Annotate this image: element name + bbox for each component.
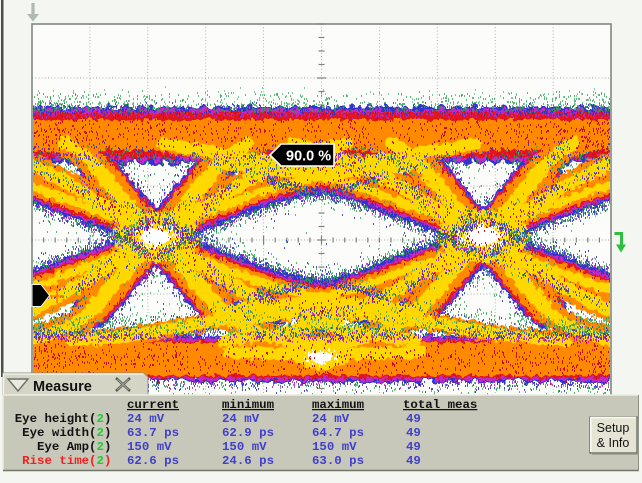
svg-text:63.0 ps: 63.0 ps	[312, 454, 364, 468]
svg-text:): )	[104, 426, 111, 440]
svg-text:Eye Amp(: Eye Amp(	[37, 440, 97, 454]
svg-text:24.6 ps: 24.6 ps	[222, 454, 274, 468]
svg-text:2: 2	[97, 412, 104, 426]
svg-text:2: 2	[97, 440, 104, 454]
svg-text:49: 49	[406, 454, 421, 468]
svg-text:150 mV: 150 mV	[127, 440, 172, 454]
svg-text:24 mV: 24 mV	[222, 412, 260, 426]
svg-text:49: 49	[406, 426, 421, 440]
svg-text:64.7 ps: 64.7 ps	[312, 426, 364, 440]
svg-text:& Info: & Info	[597, 436, 630, 450]
svg-text:): )	[104, 440, 111, 454]
svg-text:62.6 ps: 62.6 ps	[127, 454, 179, 468]
svg-text:Measure: Measure	[33, 379, 92, 395]
svg-text:62.9 ps: 62.9 ps	[222, 426, 274, 440]
svg-text:Eye width(: Eye width(	[22, 426, 96, 440]
svg-text:): )	[104, 412, 111, 426]
svg-text:49: 49	[406, 440, 421, 454]
svg-text:2: 2	[97, 426, 104, 440]
svg-text:total meas: total meas	[403, 398, 477, 412]
svg-text:63.7 ps: 63.7 ps	[127, 426, 179, 440]
svg-text:): )	[104, 454, 111, 468]
svg-text:current: current	[127, 398, 179, 412]
svg-text:minimum: minimum	[222, 398, 274, 412]
svg-text:150 mV: 150 mV	[222, 440, 267, 454]
svg-text:24 mV: 24 mV	[127, 412, 165, 426]
svg-text:Setup: Setup	[597, 421, 630, 435]
svg-text:Rise time(: Rise time(	[22, 454, 96, 468]
svg-text:maximum: maximum	[312, 398, 364, 412]
svg-text:90.0 %: 90.0 %	[286, 149, 331, 165]
svg-text:Eye height(: Eye height(	[15, 412, 97, 426]
svg-text:2: 2	[97, 454, 104, 468]
svg-text:49: 49	[406, 412, 421, 426]
svg-text:24 mV: 24 mV	[312, 412, 350, 426]
svg-text:150 mV: 150 mV	[312, 440, 357, 454]
